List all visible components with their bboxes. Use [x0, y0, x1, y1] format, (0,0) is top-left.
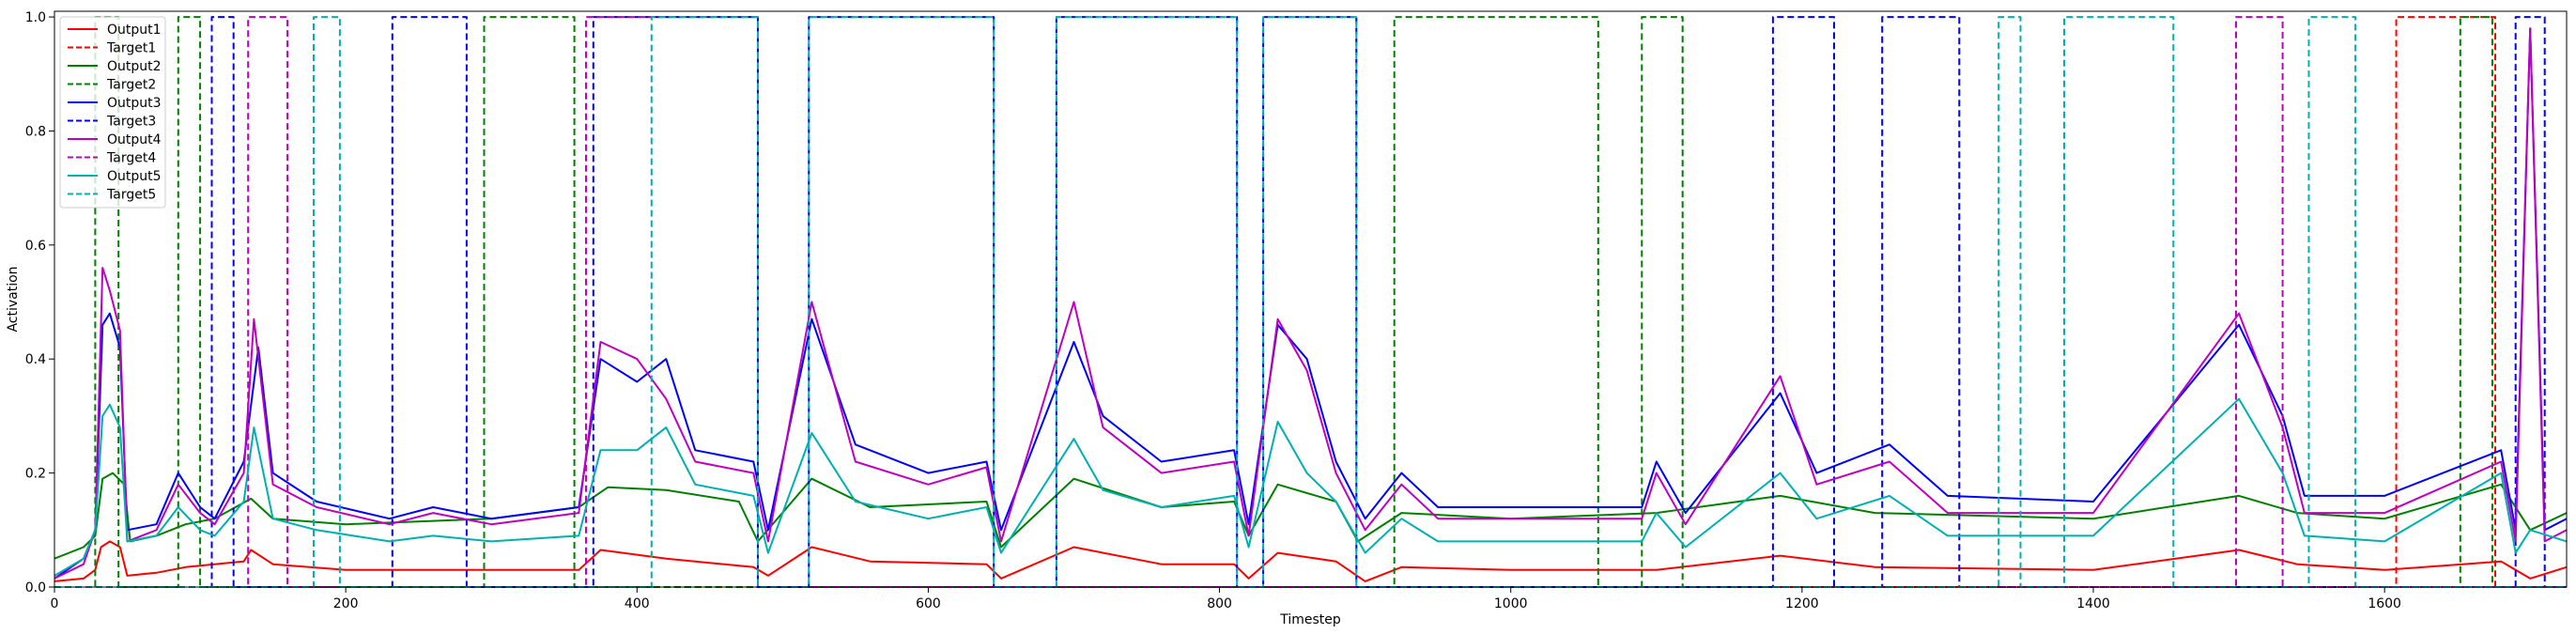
legend-box [59, 16, 166, 209]
series-line-target3 [54, 16, 2567, 588]
y-tick-label: 0.6 [25, 239, 46, 254]
legend-label-target4: Target4 [106, 151, 156, 166]
x-axis-label: Timestep [1279, 612, 1341, 627]
ticks-layer: 0 200 400 600 800 1000 1200 1400 1600 0.0 0.2 0.4 0.… [25, 10, 2401, 611]
legend-label-output4: Output4 [107, 132, 162, 147]
y-tick-label: 0.2 [25, 467, 46, 482]
x-tick-label: 0 [51, 596, 59, 611]
y-axis-label: Activation [6, 266, 21, 332]
x-tick-label: 1600 [2368, 596, 2401, 611]
x-tick-label: 1000 [1494, 596, 1528, 611]
legend-label-target2: Target2 [106, 78, 156, 93]
x-tick-label: 1200 [1785, 596, 1819, 611]
legend-label-output1: Output1 [107, 23, 162, 38]
series-line-output3 [54, 27, 2567, 580]
x-tick-label: 1400 [2076, 596, 2110, 611]
legend-label-output5: Output5 [107, 169, 162, 184]
x-tick-label: 400 [625, 596, 650, 611]
legend-label-output2: Output2 [107, 59, 162, 74]
x-tick-label: 600 [916, 596, 941, 611]
y-tick-label: 0.0 [25, 580, 46, 595]
plot-frame [54, 10, 2568, 588]
series-line-output1 [54, 540, 2567, 582]
series-line-output4 [54, 27, 2567, 580]
y-tick-label: 0.4 [25, 352, 46, 367]
legend-label-target1: Target1 [106, 41, 156, 56]
legend-label-target3: Target3 [106, 115, 156, 130]
x-tick-label: 200 [333, 596, 359, 611]
legend-label-target5: Target5 [106, 188, 156, 203]
y-tick-label: 1.0 [25, 10, 46, 25]
y-tick-label: 0.8 [25, 124, 46, 139]
legend: Output1 Target1 Output2 Target2 Output3 Targe… [59, 16, 166, 209]
x-tick-label: 800 [1207, 596, 1232, 611]
legend-label-output3: Output3 [107, 96, 162, 111]
